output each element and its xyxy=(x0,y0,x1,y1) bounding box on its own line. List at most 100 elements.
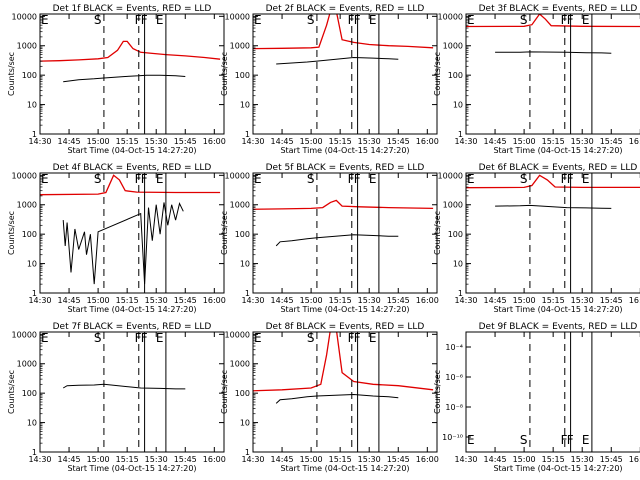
y-tick-label: 100 xyxy=(22,71,37,80)
x-tick-label: 15:30 xyxy=(358,455,381,464)
marker-label-f: F xyxy=(561,433,568,447)
detector-panel-1: Det 1f BLACK = Events, RED = LLDESFFE110… xyxy=(7,4,226,155)
x-tick-label: 15:00 xyxy=(513,296,536,305)
x-tick-label: 14:30 xyxy=(241,137,264,146)
panel-title: Det 3f BLACK = Events, RED = LLD xyxy=(479,4,638,14)
x-tick-label: 15:45 xyxy=(387,137,410,146)
x-axis-label: Start Time (04-Oct-15 14:27:20) xyxy=(280,305,409,314)
x-tick-label: 14:45 xyxy=(484,455,507,464)
x-tick-label: 15:15 xyxy=(116,455,139,464)
y-axis-label: Counts/sec xyxy=(7,52,16,96)
x-tick-label: 15:15 xyxy=(116,296,139,305)
events-series-line xyxy=(62,383,186,390)
x-tick-label: 14:30 xyxy=(28,137,51,146)
x-tick-label: 15:15 xyxy=(329,455,352,464)
marker-label-e: E xyxy=(369,331,377,345)
x-tick-label: 16:00 xyxy=(416,455,439,464)
x-tick-label: 14:30 xyxy=(454,455,477,464)
plot-frame xyxy=(39,331,225,453)
y-tick-label: 10000 xyxy=(12,171,37,180)
y-axis-label: Counts/sec xyxy=(7,370,16,414)
panel-title: Det 1f BLACK = Events, RED = LLD xyxy=(53,4,212,14)
x-tick-label: 15:45 xyxy=(174,455,197,464)
marker-label-s: S xyxy=(520,433,528,447)
marker-label-e: E xyxy=(41,331,49,345)
y-axis-label: Counts/sec xyxy=(7,211,16,255)
panel-title: Det 7f BLACK = Events, RED = LLD xyxy=(53,322,212,332)
y-tick-label: 10000 xyxy=(225,12,250,21)
lld-series-line xyxy=(466,14,640,28)
y-tick-label: 100 xyxy=(235,71,250,80)
y-tick-label: 100 xyxy=(22,389,37,398)
plot-frame xyxy=(465,13,640,135)
x-tick-label: 14:45 xyxy=(58,296,81,305)
marker-label-e: E xyxy=(254,331,262,345)
x-tick-label: 14:30 xyxy=(28,455,51,464)
y-tick-label: 10⁻⁸ xyxy=(445,403,463,412)
x-tick-label: 15:00 xyxy=(300,137,323,146)
marker-label-e: E xyxy=(467,13,475,27)
marker-label-s: S xyxy=(94,172,102,186)
x-tick-label: 15:30 xyxy=(571,296,594,305)
x-tick-label: 15:00 xyxy=(513,455,536,464)
x-tick-label: 15:00 xyxy=(87,137,110,146)
y-tick-label: 100 xyxy=(235,230,250,239)
events-series-line xyxy=(276,56,399,65)
x-tick-label: 15:15 xyxy=(116,137,139,146)
x-tick-label: 14:45 xyxy=(271,455,294,464)
x-tick-label: 16:00 xyxy=(203,296,226,305)
panel-title: Det 9f BLACK = Events, RED = LLD xyxy=(479,322,638,332)
y-axis-label: Counts/sec xyxy=(220,370,229,414)
marker-label-e: E xyxy=(582,433,590,447)
x-tick-label: 15:00 xyxy=(87,455,110,464)
x-tick-label: 15:15 xyxy=(542,296,565,305)
marker-label-e: E xyxy=(582,13,590,27)
y-axis-label: Counts/sec xyxy=(220,211,229,255)
marker-label-s: S xyxy=(307,172,315,186)
y-tick-label: 10000 xyxy=(438,171,463,180)
detector-panel-8: Det 8f BLACK = Events, RED = LLDESFFE110… xyxy=(220,322,439,473)
x-tick-label: 14:45 xyxy=(58,137,81,146)
y-tick-label: 1000 xyxy=(230,42,250,51)
x-tick-label: 15:30 xyxy=(145,455,168,464)
x-axis-label: Start Time (04-Oct-15 14:27:20) xyxy=(493,146,622,155)
x-tick-label: 15:00 xyxy=(300,455,323,464)
marker-label-e: E xyxy=(467,433,475,447)
y-tick-label: 1 xyxy=(245,130,250,139)
y-tick-label: 100 xyxy=(22,230,37,239)
x-axis-label: Start Time (04-Oct-15 14:27:20) xyxy=(493,464,622,473)
x-tick-label: 15:30 xyxy=(358,137,381,146)
y-tick-label: 10 xyxy=(240,101,250,110)
marker-label-f: F xyxy=(135,331,142,345)
x-tick-label: 15:00 xyxy=(300,296,323,305)
detector-panel-3: Det 3f BLACK = Events, RED = LLDESFFE110… xyxy=(433,4,640,155)
x-tick-label: 16:00 xyxy=(416,137,439,146)
y-tick-label: 10000 xyxy=(12,330,37,339)
x-tick-label: 15:45 xyxy=(387,455,410,464)
events-series-line xyxy=(62,202,184,285)
x-tick-label: 14:30 xyxy=(454,137,477,146)
y-axis-label: Counts/sec xyxy=(433,211,442,255)
panel-title: Det 5f BLACK = Events, RED = LLD xyxy=(266,163,425,173)
y-tick-label: 10000 xyxy=(12,12,37,21)
x-tick-label: 16:00 xyxy=(203,455,226,464)
x-tick-label: 14:45 xyxy=(58,455,81,464)
x-tick-label: 16:00 xyxy=(629,455,640,464)
plot-frame xyxy=(39,13,225,135)
y-tick-label: 10000 xyxy=(438,12,463,21)
marker-label-e: E xyxy=(156,331,164,345)
x-axis-label: Start Time (04-Oct-15 14:27:20) xyxy=(67,464,196,473)
lld-series-line xyxy=(253,199,434,210)
marker-label-e: E xyxy=(156,172,164,186)
x-tick-label: 16:00 xyxy=(629,137,640,146)
plot-frame xyxy=(39,172,225,294)
detector-panel-4: Det 4f BLACK = Events, RED = LLDESFFE110… xyxy=(7,163,226,314)
x-tick-label: 14:30 xyxy=(454,296,477,305)
y-tick-label: 10⁻⁶ xyxy=(445,373,463,382)
detector-panel-7: Det 7f BLACK = Events, RED = LLDESFFE110… xyxy=(7,322,226,473)
x-tick-label: 15:30 xyxy=(358,296,381,305)
x-axis-label: Start Time (04-Oct-15 14:27:20) xyxy=(280,464,409,473)
marker-label-s: S xyxy=(520,13,528,27)
y-tick-label: 10 xyxy=(27,101,37,110)
